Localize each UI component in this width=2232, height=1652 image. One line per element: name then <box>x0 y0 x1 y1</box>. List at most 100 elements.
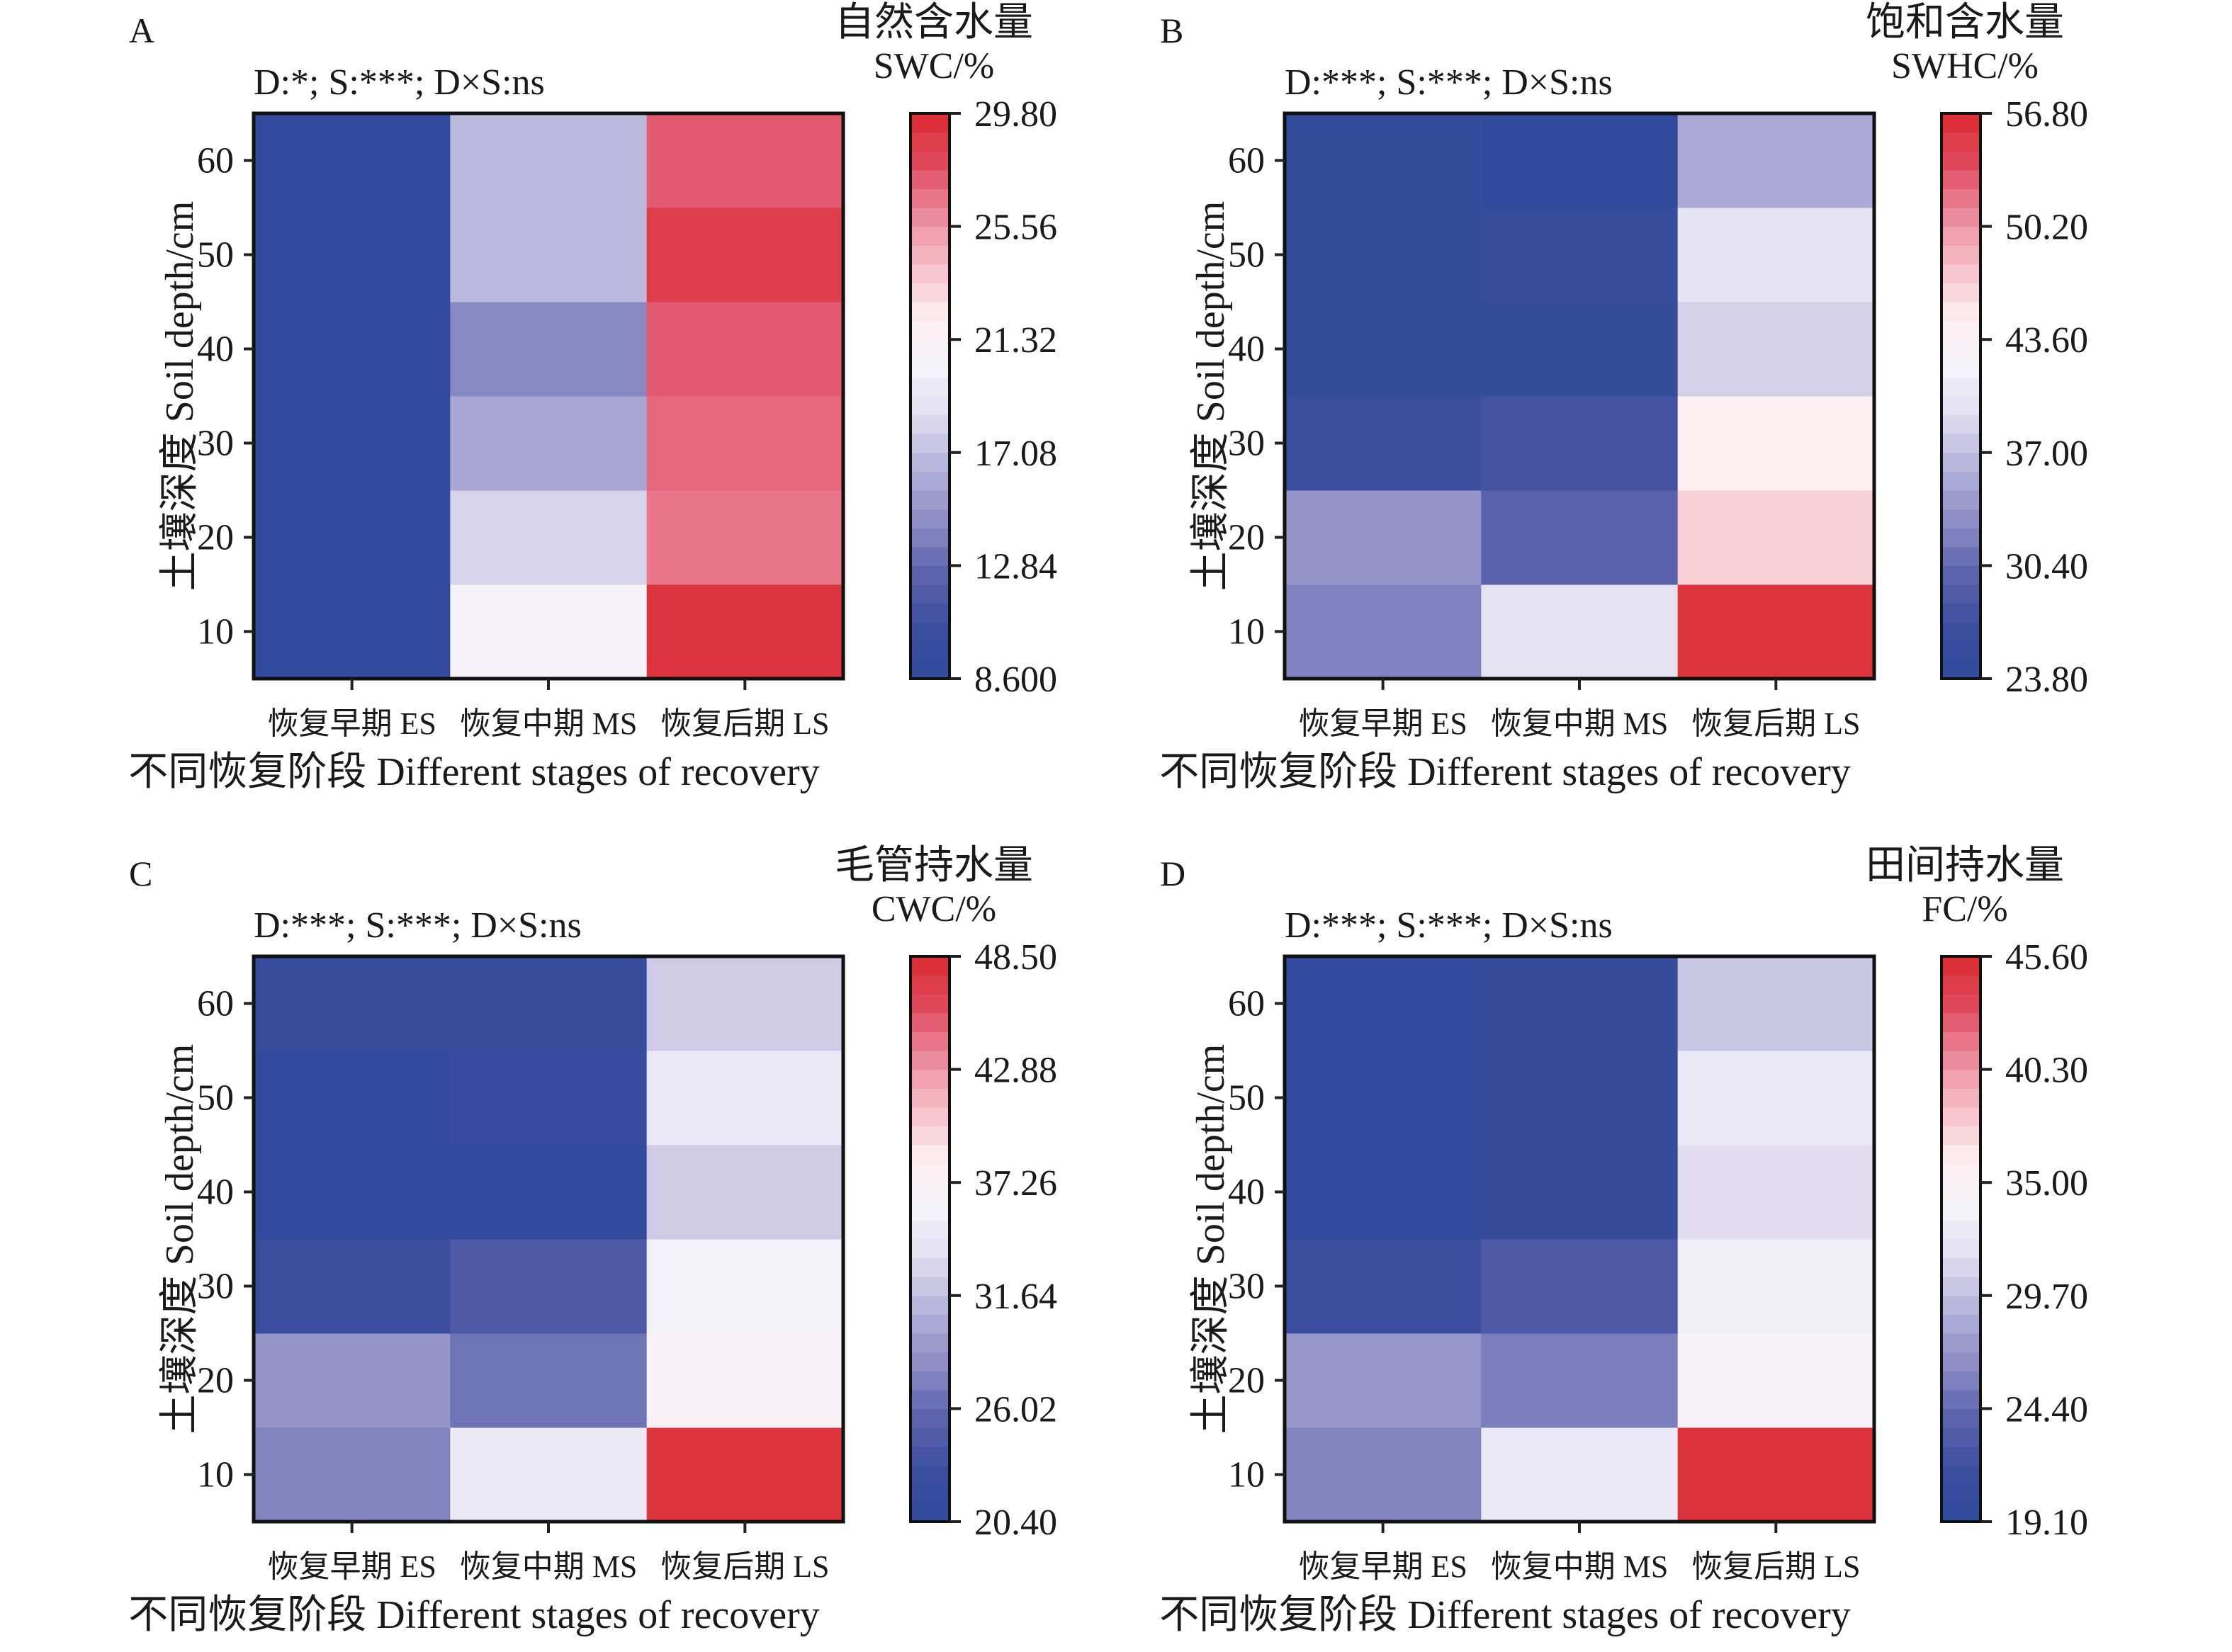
colorbar-band <box>1941 660 1980 679</box>
colorbar-band <box>1941 1503 1980 1522</box>
heatmap-cell <box>1481 1427 1679 1522</box>
y-tick-label: 60 <box>197 141 234 181</box>
colorbar-unit: SWHC/% <box>1891 46 2039 86</box>
colorbar-band <box>911 1088 949 1108</box>
colorbar-title: 田间持水量 <box>1866 844 2064 888</box>
heatmap-cell <box>1481 113 1679 208</box>
colorbar-tick-label: 19.10 <box>2005 1503 2088 1543</box>
colorbar-band <box>911 490 949 510</box>
colorbar-band <box>911 414 949 434</box>
colorbar-band <box>911 302 949 322</box>
heatmap-cell <box>1481 208 1679 302</box>
colorbar-tick-label: 21.32 <box>974 320 1057 361</box>
heatmap-cell <box>450 396 648 491</box>
colorbar-band <box>1941 1465 1980 1485</box>
panel-letter: C <box>129 854 152 893</box>
heatmap-cell <box>450 490 648 585</box>
colorbar-frame <box>909 955 951 1523</box>
heatmap-cell <box>646 396 844 491</box>
colorbar-band <box>1941 975 1980 995</box>
heatmap-cell <box>646 208 844 302</box>
colorbar-tick-label: 43.60 <box>2005 320 2088 361</box>
colorbar-tick-label: 30.40 <box>2005 546 2088 587</box>
colorbar-band <box>1941 1371 1980 1391</box>
heatmap-cell <box>646 1239 844 1334</box>
colorbar-band <box>1941 264 1980 283</box>
colorbar-band <box>1941 584 1980 604</box>
colorbar-band <box>1941 169 1980 189</box>
heatmap-cell <box>1481 1145 1679 1240</box>
heatmap-cell <box>646 1145 844 1240</box>
heatmap-cell <box>254 490 451 585</box>
heatmap-cell <box>1481 396 1679 491</box>
y-tick-label: 20 <box>197 1361 234 1401</box>
y-tick-label: 30 <box>197 1267 234 1307</box>
heatmap-cell <box>1677 208 1875 302</box>
colorbar-band <box>911 1389 949 1409</box>
heatmap-cell <box>1285 1145 1482 1240</box>
heatmap-cell <box>254 208 451 302</box>
colorbar-band <box>1941 452 1980 472</box>
heatmap-cell <box>450 208 648 302</box>
heatmap-cell <box>254 1239 451 1334</box>
panel-letter: D <box>1160 854 1185 893</box>
colorbar-band <box>1941 956 1980 976</box>
colorbar-band <box>1941 1408 1980 1428</box>
y-tick-label: 40 <box>1228 329 1265 370</box>
heatmap-cell <box>646 1051 844 1145</box>
colorbar-band <box>911 434 949 453</box>
heatmap-cell <box>450 1051 648 1145</box>
colorbar-tick-label: 24.40 <box>2005 1389 2088 1430</box>
colorbar-band <box>911 1483 949 1503</box>
colorbar-band <box>911 1051 949 1070</box>
colorbar-band <box>1941 226 1980 246</box>
y-axis-title: 土壤深度 Soil depth/cm <box>158 1044 202 1435</box>
colorbar-band <box>1941 302 1980 322</box>
colorbar-band <box>911 1012 949 1032</box>
colorbar-band <box>1941 188 1980 208</box>
heatmap-cell <box>254 1427 451 1522</box>
colorbar-band <box>911 1314 949 1334</box>
colorbar-tick-label: 35.00 <box>2005 1163 2088 1204</box>
y-tick-label: 10 <box>1228 1455 1265 1495</box>
heatmap-cell <box>1677 1427 1875 1522</box>
heatmap-cell <box>646 302 844 397</box>
y-tick-label: 50 <box>1228 235 1265 276</box>
colorbar-band <box>1941 1163 1980 1183</box>
colorbar-band <box>911 1257 949 1277</box>
heatmap-cell <box>1481 490 1679 585</box>
colorbar-band <box>911 396 949 416</box>
heatmap-cell <box>450 1427 648 1522</box>
colorbar-band <box>1941 1239 1980 1259</box>
colorbar-band <box>1941 1427 1980 1447</box>
colorbar-band <box>1941 245 1980 265</box>
colorbar-band <box>911 245 949 265</box>
colorbar-band <box>1941 1220 1980 1240</box>
colorbar-tick-label: 31.64 <box>974 1277 1057 1317</box>
colorbar-band <box>911 1031 949 1051</box>
panel-title: D:*; S:***; D×S:ns <box>254 62 545 103</box>
colorbar-tick-label: 48.50 <box>974 937 1057 978</box>
colorbar-band <box>911 1408 949 1428</box>
y-tick-label: 10 <box>197 1455 234 1495</box>
heatmap-cell <box>1677 956 1875 1051</box>
heatmap-cell <box>254 956 451 1051</box>
colorbar-band <box>911 1126 949 1145</box>
colorbar-band <box>1941 1277 1980 1296</box>
colorbar-band <box>911 528 949 548</box>
colorbar-unit: CWC/% <box>872 889 996 929</box>
colorbar-band <box>911 1333 949 1353</box>
colorbar-title: 饱和含水量 <box>1866 1 2064 45</box>
colorbar-band <box>911 1182 949 1202</box>
colorbar-tick-label: 45.60 <box>2005 937 2088 978</box>
x-tick-label: 恢复中期 MS <box>1491 1549 1669 1584</box>
heatmap-cell <box>1285 956 1482 1051</box>
colorbar-tick-label: 29.80 <box>974 94 1057 135</box>
colorbar-band <box>911 509 949 528</box>
heatmap-cell <box>646 490 844 585</box>
heatmap-cell <box>1481 956 1679 1051</box>
colorbar-band <box>911 640 949 660</box>
heatmap-cell <box>450 1145 648 1240</box>
heatmap-panel-d: D D:***; S:***; D×S:ns 10 20 30 40 50 60 土壤深度 So… <box>1159 844 2088 1637</box>
